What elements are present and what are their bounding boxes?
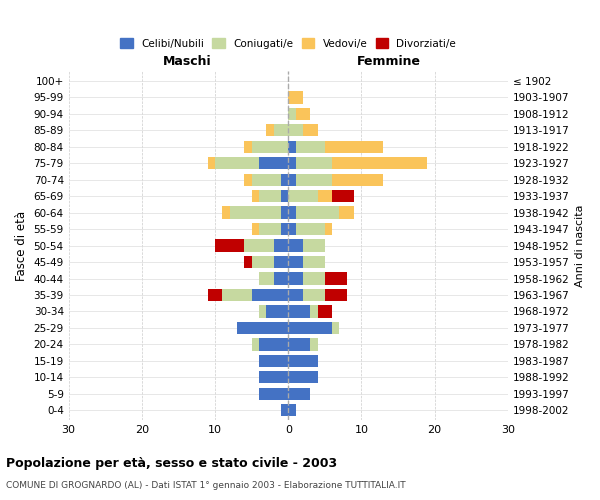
Bar: [215, 157, 259, 170]
Bar: [288, 388, 310, 400]
Bar: [259, 272, 274, 284]
Bar: [259, 157, 288, 170]
Bar: [288, 272, 303, 284]
Bar: [251, 289, 288, 301]
Bar: [288, 404, 296, 416]
Bar: [296, 108, 310, 120]
Bar: [340, 206, 354, 219]
Bar: [208, 289, 223, 301]
Bar: [259, 306, 266, 318]
Bar: [303, 256, 325, 268]
Bar: [332, 157, 427, 170]
Bar: [274, 256, 288, 268]
Bar: [317, 190, 332, 202]
Bar: [274, 272, 288, 284]
Bar: [251, 190, 259, 202]
Text: Femmine: Femmine: [357, 54, 421, 68]
Bar: [288, 322, 332, 334]
Bar: [332, 174, 383, 186]
Bar: [259, 338, 288, 350]
Bar: [251, 223, 259, 235]
Bar: [223, 206, 230, 219]
Bar: [259, 371, 288, 384]
Bar: [296, 174, 332, 186]
Bar: [259, 388, 288, 400]
Bar: [288, 157, 296, 170]
Text: Popolazione per età, sesso e stato civile - 2003: Popolazione per età, sesso e stato civil…: [6, 458, 337, 470]
Bar: [332, 322, 340, 334]
Bar: [288, 140, 296, 153]
Bar: [244, 140, 251, 153]
Bar: [325, 272, 347, 284]
Bar: [259, 190, 281, 202]
Bar: [237, 322, 288, 334]
Bar: [251, 174, 281, 186]
Legend: Celibi/Nubili, Coniugati/e, Vedovi/e, Divorziati/e: Celibi/Nubili, Coniugati/e, Vedovi/e, Di…: [116, 34, 460, 53]
Bar: [303, 289, 325, 301]
Bar: [259, 223, 281, 235]
Bar: [223, 289, 251, 301]
Text: COMUNE DI GROGNARDO (AL) - Dati ISTAT 1° gennaio 2003 - Elaborazione TUTTITALIA.: COMUNE DI GROGNARDO (AL) - Dati ISTAT 1°…: [6, 481, 406, 490]
Bar: [288, 91, 303, 104]
Bar: [208, 157, 215, 170]
Bar: [281, 190, 288, 202]
Bar: [303, 240, 325, 252]
Bar: [274, 240, 288, 252]
Bar: [288, 338, 310, 350]
Text: Maschi: Maschi: [163, 54, 212, 68]
Bar: [251, 256, 274, 268]
Bar: [288, 289, 303, 301]
Bar: [288, 223, 296, 235]
Bar: [281, 404, 288, 416]
Bar: [251, 338, 259, 350]
Bar: [296, 206, 340, 219]
Bar: [303, 124, 317, 136]
Bar: [251, 140, 288, 153]
Bar: [325, 140, 383, 153]
Bar: [296, 157, 332, 170]
Bar: [325, 289, 347, 301]
Bar: [317, 306, 332, 318]
Bar: [296, 223, 325, 235]
Bar: [288, 371, 317, 384]
Bar: [244, 174, 251, 186]
Bar: [325, 223, 332, 235]
Bar: [288, 206, 296, 219]
Bar: [296, 140, 325, 153]
Y-axis label: Anni di nascita: Anni di nascita: [575, 204, 585, 287]
Bar: [332, 190, 354, 202]
Bar: [288, 108, 296, 120]
Bar: [281, 223, 288, 235]
Bar: [281, 174, 288, 186]
Bar: [244, 240, 274, 252]
Bar: [303, 272, 325, 284]
Bar: [259, 354, 288, 367]
Y-axis label: Fasce di età: Fasce di età: [15, 210, 28, 280]
Bar: [281, 206, 288, 219]
Bar: [266, 124, 274, 136]
Bar: [266, 306, 288, 318]
Bar: [288, 256, 303, 268]
Bar: [230, 206, 281, 219]
Bar: [244, 256, 251, 268]
Bar: [288, 174, 296, 186]
Bar: [310, 338, 317, 350]
Bar: [310, 306, 317, 318]
Bar: [274, 124, 288, 136]
Bar: [288, 306, 310, 318]
Bar: [288, 354, 317, 367]
Bar: [288, 124, 303, 136]
Bar: [288, 240, 303, 252]
Bar: [215, 240, 244, 252]
Bar: [288, 190, 317, 202]
